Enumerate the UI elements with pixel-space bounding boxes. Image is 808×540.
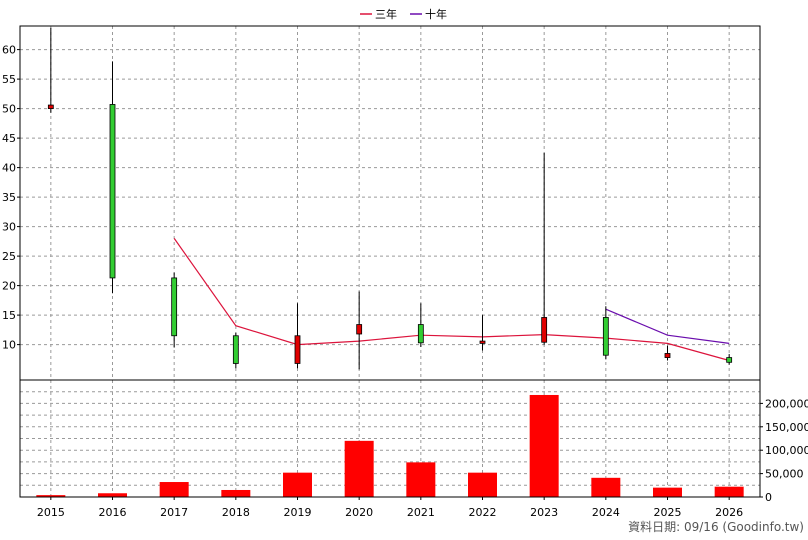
x-tick-label: 2018 bbox=[222, 506, 250, 519]
candle-body bbox=[232, 335, 239, 364]
candle-body bbox=[356, 324, 363, 335]
volume-panel bbox=[36, 394, 744, 497]
source-label: 資料日期: 09/16 (Goodinfo.tw) bbox=[628, 520, 804, 534]
y-tick-label: 30 bbox=[2, 221, 16, 234]
x-tick-label: 2017 bbox=[160, 506, 188, 519]
y2-tick-label: 200,000 bbox=[765, 397, 808, 410]
x-tick-label: 2021 bbox=[407, 506, 435, 519]
volume-bar bbox=[468, 472, 497, 497]
candle-body bbox=[417, 324, 424, 344]
y-tick-label: 60 bbox=[2, 44, 16, 57]
x-tick-label: 2019 bbox=[284, 506, 312, 519]
y2-tick-label: 100,000 bbox=[765, 444, 808, 457]
y2-tick-label: 50,000 bbox=[765, 468, 804, 481]
volume-bar bbox=[36, 495, 66, 497]
x-tick-label: 2023 bbox=[530, 506, 558, 519]
candle-body bbox=[109, 104, 116, 279]
candle-body bbox=[726, 357, 733, 363]
volume-frame bbox=[19, 379, 761, 498]
volume-bar bbox=[714, 486, 744, 497]
volume-bar bbox=[591, 477, 621, 497]
volume-bar bbox=[283, 472, 312, 497]
candle-body bbox=[171, 277, 178, 337]
candle-body bbox=[664, 353, 671, 358]
x-tick-label: 2026 bbox=[715, 506, 743, 519]
y-tick-label: 15 bbox=[2, 309, 16, 322]
legend-label: 三年 bbox=[375, 7, 397, 21]
volume-bar bbox=[653, 487, 682, 497]
candle-body bbox=[602, 317, 609, 356]
y-tick-label: 40 bbox=[2, 162, 16, 175]
y-tick-label: 45 bbox=[2, 132, 16, 145]
x-tick-label: 2015 bbox=[37, 506, 65, 519]
axes: 1015202530354045505560050,000100,000150,… bbox=[2, 25, 808, 519]
y2-tick-label: 150,000 bbox=[765, 421, 808, 434]
y-tick-label: 35 bbox=[2, 191, 16, 204]
candle-body bbox=[294, 335, 301, 364]
y-tick-label: 25 bbox=[2, 250, 16, 263]
y-tick-label: 10 bbox=[2, 339, 16, 352]
candle-body bbox=[541, 317, 548, 343]
x-tick-label: 2016 bbox=[99, 506, 127, 519]
y-tick-label: 55 bbox=[2, 73, 16, 86]
volume-bar bbox=[98, 493, 127, 497]
x-tick-label: 2025 bbox=[654, 506, 682, 519]
y2-tick-label: 0 bbox=[765, 491, 772, 504]
x-tick-label: 2024 bbox=[592, 506, 620, 519]
volume-bar bbox=[406, 462, 436, 497]
y-tick-label: 50 bbox=[2, 103, 16, 116]
series-line-三年 bbox=[173, 238, 730, 362]
y-tick-label: 20 bbox=[2, 280, 16, 293]
price-panel bbox=[47, 27, 733, 370]
volume-bar bbox=[159, 482, 189, 497]
legend: 三年 十年 bbox=[360, 7, 447, 21]
volume-bar bbox=[344, 440, 374, 497]
legend-label: 十年 bbox=[425, 7, 447, 21]
grid-lines bbox=[20, 26, 760, 497]
candle-body bbox=[479, 340, 486, 344]
series-line-十年 bbox=[605, 308, 730, 344]
volume-bar bbox=[529, 394, 559, 497]
x-tick-label: 2020 bbox=[345, 506, 373, 519]
x-tick-label: 2022 bbox=[469, 506, 497, 519]
candle-body bbox=[47, 104, 54, 109]
volume-bar bbox=[221, 489, 251, 497]
